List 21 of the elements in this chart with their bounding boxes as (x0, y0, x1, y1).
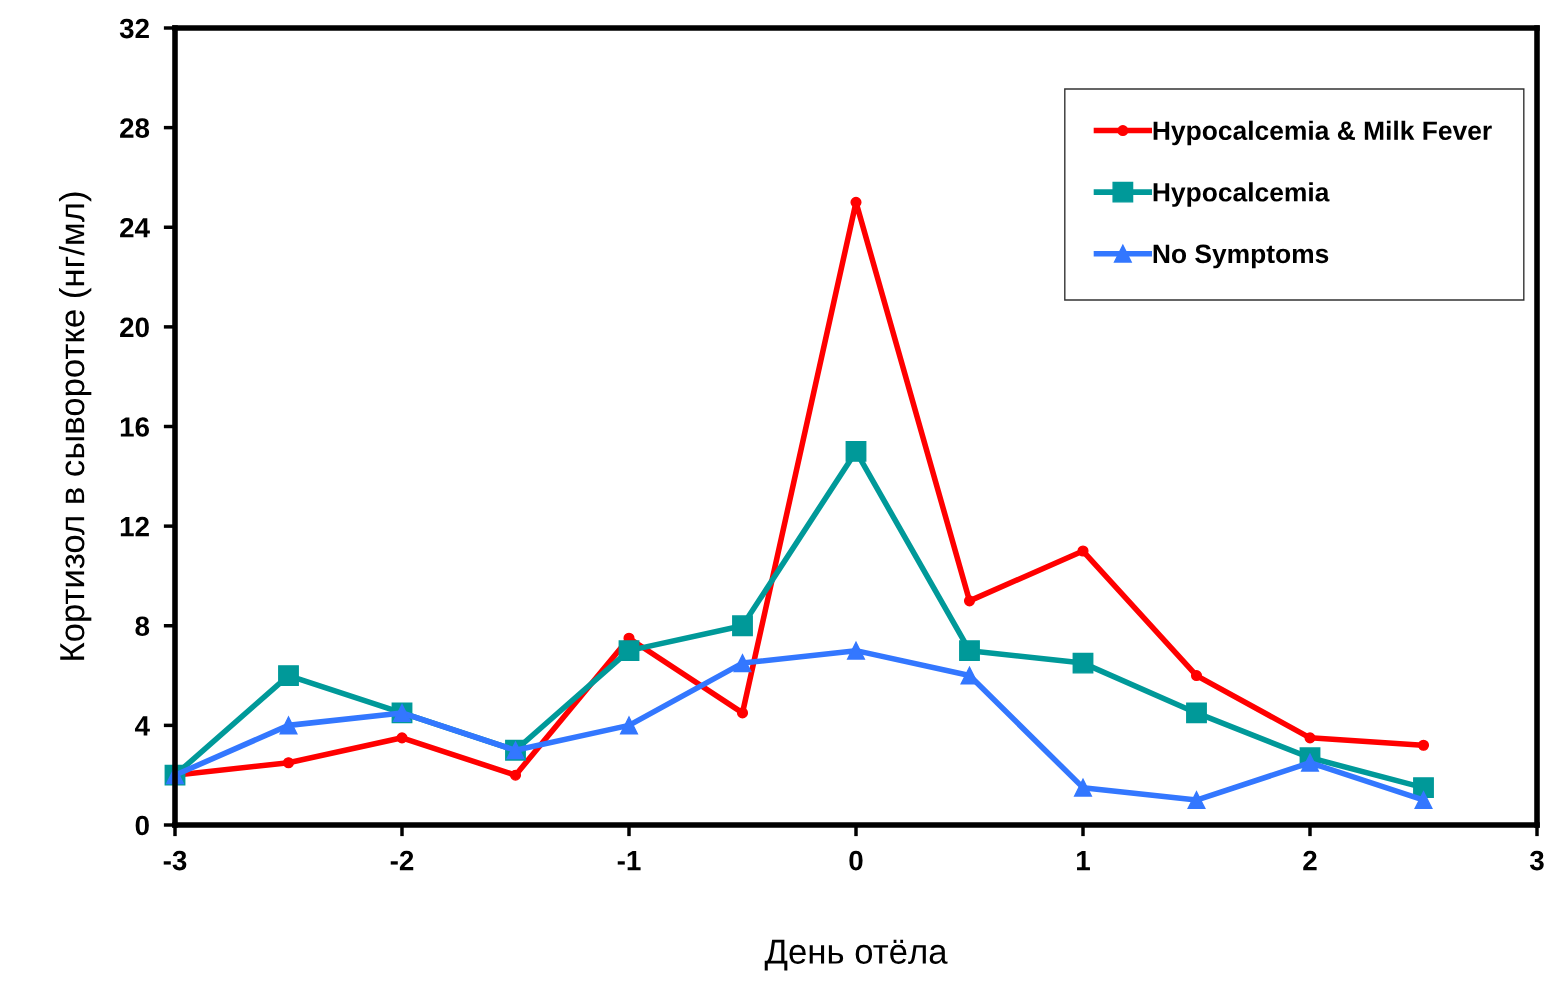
x-tick-label: -3 (163, 850, 187, 871)
x-tick-label: 1 (1077, 851, 1090, 871)
y-tick-label: 0 (135, 815, 149, 836)
y-tick-label: 12 (120, 516, 149, 537)
x-axis-title: День отёла (764, 939, 948, 971)
x-tick-label: -2 (390, 850, 414, 871)
y-tick-label: 4 (134, 716, 150, 736)
x-tick-label: 0 (849, 850, 863, 871)
y-axis-title: Кортизол в сыворотке (нг/мл) (58, 192, 92, 660)
y-tick-label: 28 (120, 118, 150, 138)
legend-label: No Symptoms (1153, 244, 1329, 269)
x-tick-label: 3 (1529, 850, 1544, 871)
legend-label: Hypocalcemia & Milk Fever (1153, 120, 1492, 146)
y-tick-label: 32 (119, 18, 149, 39)
x-tick-label: -1 (617, 851, 641, 871)
y-tick-label: 16 (120, 417, 149, 437)
y-tick-label: 20 (120, 317, 149, 338)
y-tick-label: 8 (135, 616, 150, 637)
x-tick-label: 2 (1303, 850, 1317, 871)
legend-label: Hypocalcemia (1153, 182, 1330, 207)
y-tick-label: 24 (120, 217, 150, 238)
